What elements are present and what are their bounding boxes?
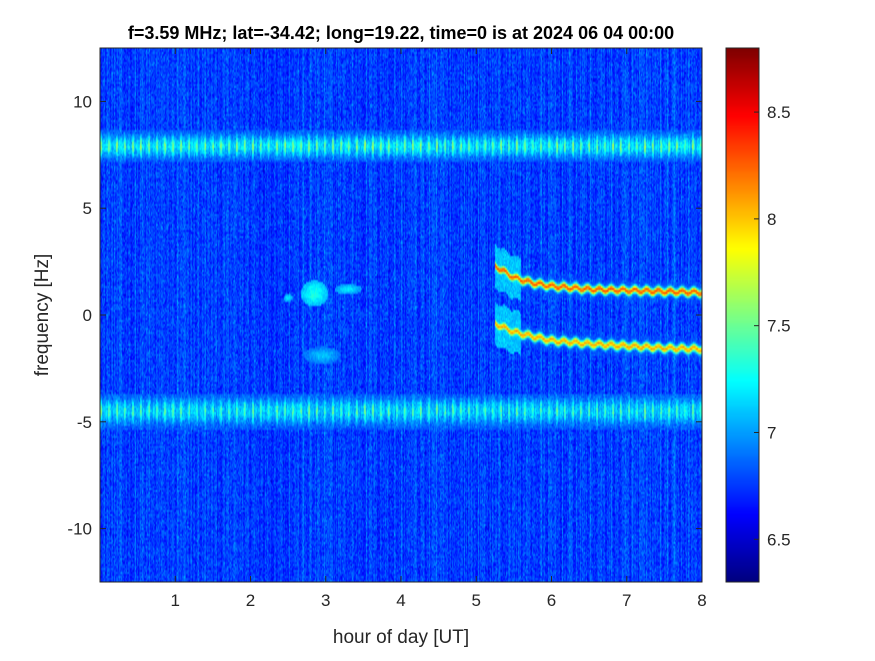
colorbar-gradient (726, 48, 759, 582)
colorbar: 6.5 7 7.5 8 8.5 (725, 47, 791, 583)
x-tick-label: 7 (622, 591, 631, 610)
y-tick-label: 10 (73, 92, 92, 111)
x-tick-label: 2 (246, 591, 255, 610)
y-tick-label: -10 (67, 520, 92, 539)
x-tick-label: 3 (321, 591, 330, 610)
y-tick-label: 0 (83, 306, 92, 325)
colorbar-tick-label: 8 (767, 210, 776, 229)
x-axis-ticks: 1 2 3 4 5 6 7 8 (171, 48, 707, 610)
colorbar-tick-label: 7 (767, 423, 776, 442)
plot-area (99, 47, 703, 583)
colorbar-tick-label: 7.5 (767, 317, 791, 336)
y-tick-label: 5 (83, 199, 92, 218)
x-tick-label: 8 (697, 591, 706, 610)
x-tick-label: 6 (547, 591, 556, 610)
y-tick-label: -5 (77, 413, 92, 432)
x-tick-label: 1 (171, 591, 180, 610)
colorbar-frame (725, 47, 760, 583)
colorbar-tick-label: 6.5 (767, 530, 791, 549)
y-axis-ticks: -10 -5 0 5 10 (67, 92, 702, 539)
spectrogram-heatmap (100, 48, 702, 582)
x-tick-label: 5 (472, 591, 481, 610)
chart-title: f=3.59 MHz; lat=-34.42; long=19.22, time… (128, 23, 674, 43)
y-axis-label: frequency [Hz] (32, 254, 53, 377)
x-axis-label: hour of day [UT] (333, 627, 469, 648)
x-tick-label: 4 (396, 591, 405, 610)
colorbar-ticks: 6.5 7 7.5 8 8.5 (754, 103, 791, 549)
colorbar-tick-label: 8.5 (767, 103, 791, 122)
